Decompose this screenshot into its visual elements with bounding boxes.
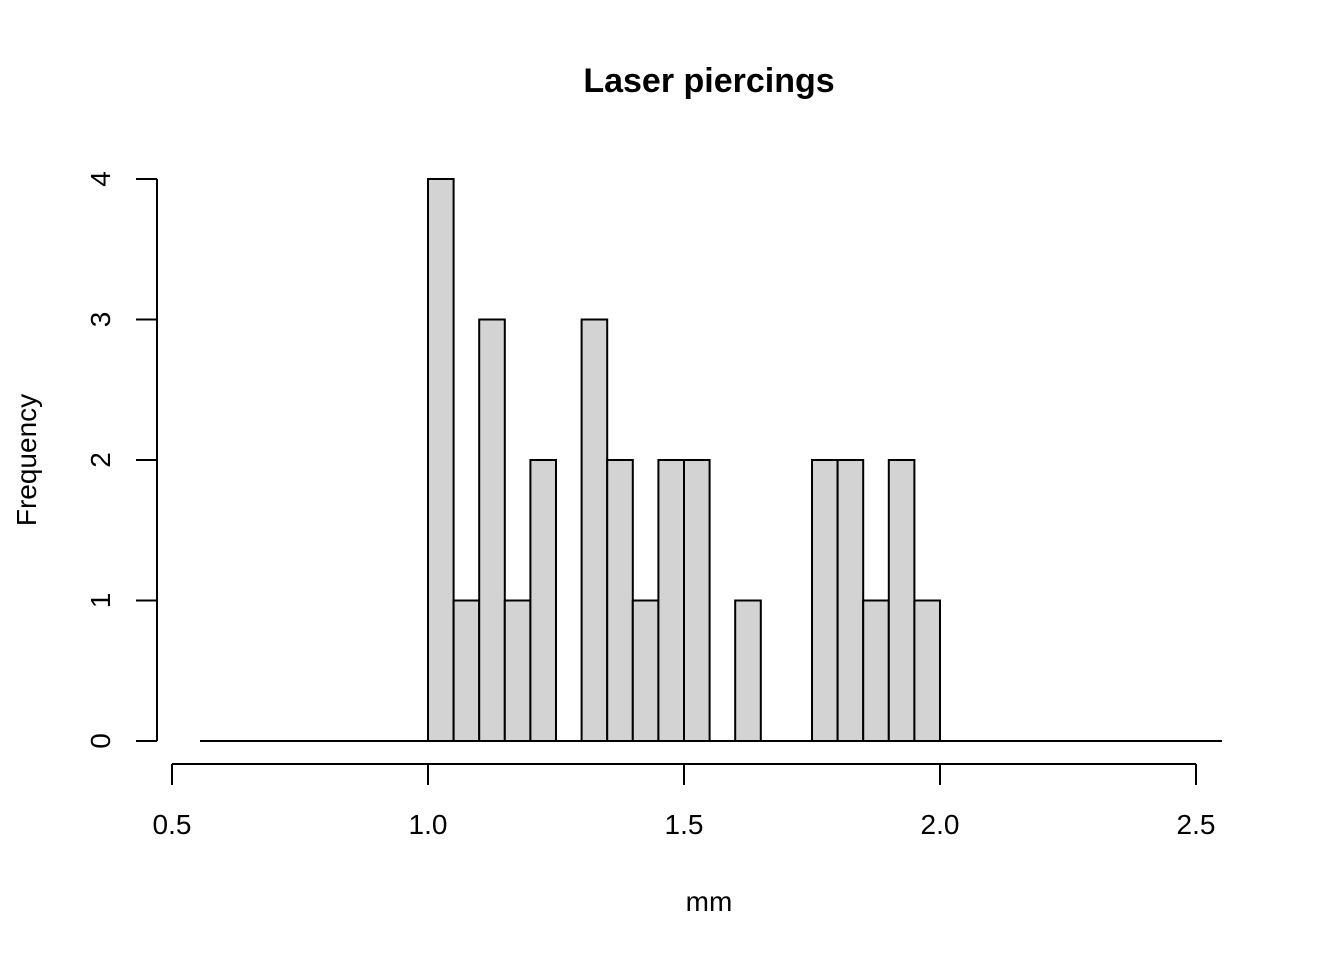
y-axis-label: Frequency	[11, 394, 42, 526]
histogram-bar-1	[452, 599, 481, 742]
histogram-bar-18	[887, 459, 916, 742]
x-axis: 0.5 1.0 1.5 2.0 2.5	[153, 763, 1216, 840]
bars-group	[200, 178, 1222, 742]
y-tick-label: 1	[85, 593, 116, 609]
x-axis-label: mm	[686, 886, 733, 917]
histogram-bar-2	[478, 318, 506, 742]
y-tick-label: 3	[85, 312, 116, 328]
histogram-bar-3	[503, 599, 532, 742]
histogram-bar-7	[606, 459, 634, 742]
y-tick-label: 2	[85, 452, 116, 468]
histogram-bar-8	[631, 599, 660, 742]
histogram-bar-10	[683, 459, 711, 742]
chart-title: Laser piercings	[583, 62, 834, 100]
x-tick-label: 2.0	[921, 809, 960, 840]
y-axis: 0 1 2 3 4	[85, 171, 158, 749]
histogram-bar-16	[836, 459, 865, 742]
histogram-bar-17	[862, 599, 890, 742]
x-tick-label: 2.5	[1177, 809, 1216, 840]
y-tick-label: 4	[85, 171, 116, 187]
histogram-bar-0	[427, 178, 455, 742]
histogram-bar-15	[811, 459, 839, 742]
histogram-bar-12	[734, 599, 762, 742]
x-tick-label: 1.0	[409, 809, 448, 840]
y-tick-label: 0	[85, 733, 116, 749]
histogram-bar-6	[580, 318, 609, 742]
x-tick-label: 0.5	[153, 809, 192, 840]
histogram-bar-19	[913, 599, 942, 742]
histogram-bar-9	[657, 459, 686, 742]
x-tick-label: 1.5	[665, 809, 704, 840]
histogram-bar-4	[529, 459, 558, 742]
